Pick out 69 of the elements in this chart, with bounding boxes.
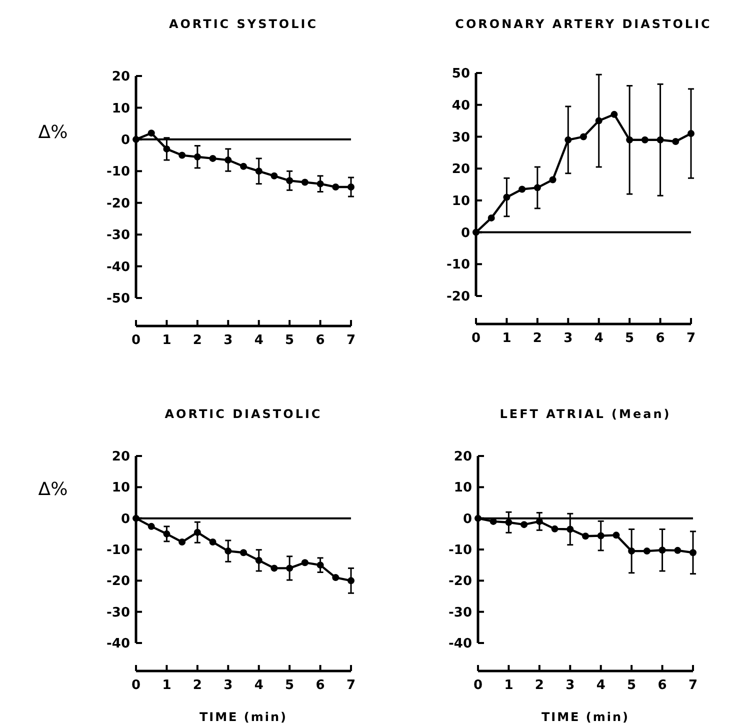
x-tick-label: 0 bbox=[131, 678, 141, 693]
y-tick-label: -20 bbox=[448, 574, 472, 590]
x-tick-label: 2 bbox=[534, 678, 544, 693]
y-tick-label: -20 bbox=[106, 196, 130, 212]
x-tick-label: 6 bbox=[316, 678, 325, 693]
chart-title: AORTIC DIASTOLIC bbox=[164, 407, 322, 421]
y-axis-title: Δ% bbox=[38, 479, 68, 500]
y-tick-label: -20 bbox=[106, 574, 130, 590]
x-axis-title: TIME (min) bbox=[199, 710, 288, 724]
x-tick-label: 1 bbox=[504, 678, 514, 693]
y-tick-label: 10 bbox=[112, 480, 130, 496]
x-tick-label: 4 bbox=[254, 333, 264, 348]
x-tick-label: 3 bbox=[564, 331, 573, 346]
x-tick-label: 7 bbox=[346, 333, 356, 348]
y-tick-label: -40 bbox=[106, 260, 130, 275]
x-tick-label: 0 bbox=[131, 333, 141, 348]
x-tick-label: 5 bbox=[627, 678, 636, 693]
y-tick-label: -30 bbox=[106, 228, 130, 244]
x-tick-label: 7 bbox=[688, 678, 698, 693]
x-tick-label: 4 bbox=[254, 678, 264, 693]
y-tick-label: -30 bbox=[448, 605, 472, 620]
x-tick-label: 4 bbox=[594, 331, 604, 346]
y-tick-label: -10 bbox=[446, 258, 470, 273]
x-tick-label: 5 bbox=[285, 678, 294, 693]
x-tick-label: 5 bbox=[285, 333, 294, 348]
y-tick-label: 10 bbox=[112, 101, 130, 116]
y-tick-label: 0 bbox=[120, 512, 130, 527]
y-tick-label: -10 bbox=[448, 543, 472, 558]
y-tick-label: 10 bbox=[452, 194, 470, 209]
y-tick-label: -20 bbox=[446, 290, 470, 305]
x-tick-label: 1 bbox=[502, 331, 512, 346]
y-tick-label: 20 bbox=[112, 450, 130, 465]
y-tick-label: 20 bbox=[112, 70, 130, 85]
x-tick-label: 1 bbox=[162, 678, 172, 693]
chart-title: LEFT ATRIAL (Mean) bbox=[500, 407, 672, 421]
x-tick-label: 4 bbox=[596, 678, 606, 693]
y-tick-label: 20 bbox=[454, 450, 472, 465]
x-axis-title: TIME (min) bbox=[541, 710, 630, 724]
x-tick-label: 6 bbox=[658, 678, 667, 693]
x-tick-label: 2 bbox=[192, 678, 202, 693]
y-tick-label: -40 bbox=[448, 636, 472, 652]
x-tick-label: 6 bbox=[316, 333, 325, 348]
y-tick-label: -30 bbox=[106, 605, 130, 620]
y-tick-label: 0 bbox=[460, 226, 470, 241]
y-tick-label: 20 bbox=[452, 162, 470, 178]
y-tick-label: -10 bbox=[106, 543, 130, 558]
chart-title: AORTIC SYSTOLIC bbox=[168, 17, 318, 31]
x-tick-label: 0 bbox=[473, 678, 483, 693]
y-tick-label: -50 bbox=[106, 292, 130, 307]
y-tick-label: 40 bbox=[452, 98, 470, 114]
x-tick-label: 2 bbox=[192, 333, 202, 348]
x-tick-label: 3 bbox=[224, 333, 233, 348]
x-tick-label: 6 bbox=[656, 331, 665, 346]
x-tick-label: 3 bbox=[224, 678, 233, 693]
y-tick-label: 50 bbox=[452, 66, 470, 82]
y-tick-label: 0 bbox=[120, 132, 130, 148]
y-tick-label: -40 bbox=[106, 636, 130, 652]
y-tick-label: 30 bbox=[452, 130, 470, 146]
y-tick-label: -10 bbox=[106, 164, 130, 180]
x-tick-label: 5 bbox=[625, 331, 634, 346]
x-tick-label: 7 bbox=[346, 678, 356, 693]
y-tick-label: 0 bbox=[462, 512, 472, 527]
x-tick-label: 2 bbox=[532, 331, 542, 346]
x-tick-label: 1 bbox=[162, 333, 172, 348]
y-axis-title: Δ% bbox=[38, 122, 68, 143]
y-tick-label: 10 bbox=[454, 480, 472, 496]
chart-title: CORONARY ARTERY DIASTOLIC bbox=[455, 17, 712, 31]
x-tick-label: 7 bbox=[686, 331, 696, 346]
x-tick-label: 3 bbox=[566, 678, 575, 693]
